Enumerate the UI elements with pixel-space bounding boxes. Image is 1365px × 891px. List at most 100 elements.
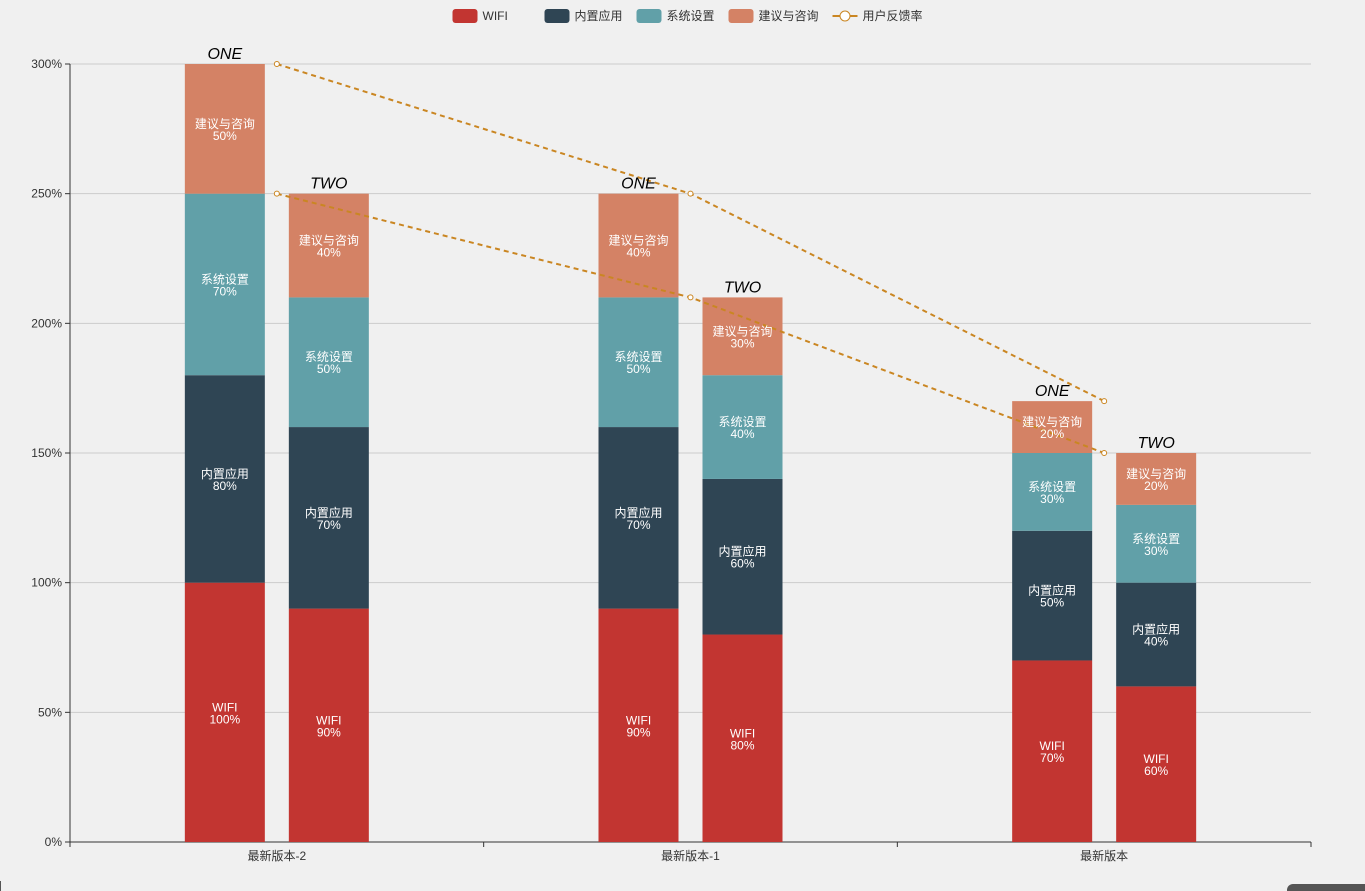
scrollbar-mark: [0, 881, 1, 891]
bar-segment[interactable]: [1116, 686, 1197, 842]
bar-segment[interactable]: [598, 297, 679, 428]
segment-label-value: 90%: [626, 725, 650, 739]
segment-label-name: 建议与咨询: [1126, 466, 1186, 481]
segment-label-value: 80%: [213, 479, 237, 493]
y-tick-label: 250%: [31, 187, 62, 201]
legend-label: WIFI: [483, 9, 508, 23]
segment-label-value: 80%: [730, 738, 754, 752]
feedback-rate-lines: [273, 61, 1108, 456]
feedback-point[interactable]: [1101, 398, 1108, 405]
bar-segment[interactable]: [702, 375, 783, 479]
bar-segment[interactable]: [288, 193, 369, 298]
feedback-point[interactable]: [1101, 450, 1108, 456]
bar-segment[interactable]: [184, 375, 265, 583]
y-tick-label: 50%: [38, 705, 62, 719]
y-tick-label: 200%: [31, 316, 62, 330]
bar-segment[interactable]: [184, 193, 265, 376]
bar-segment[interactable]: [598, 427, 679, 609]
segment-label-value: 40%: [626, 246, 650, 260]
segment-label-name: WIFI: [316, 713, 341, 727]
x-tick-label: 最新版本: [1080, 848, 1128, 863]
segment-label-name: 系统设置: [718, 415, 766, 429]
legend-swatch-icon: [728, 9, 754, 23]
segment-label-value: 20%: [1040, 427, 1064, 441]
segment-label-value: 50%: [213, 129, 237, 143]
segment-label-name: 建议与咨询: [712, 323, 772, 338]
segment-label-value: 50%: [626, 362, 650, 376]
segment-label-value: 30%: [1144, 544, 1168, 558]
legend-item[interactable]: 内置应用: [544, 8, 623, 23]
segment-label-name: 内置应用: [1028, 583, 1076, 598]
bar-segment[interactable]: [598, 193, 679, 298]
segment-label-value: 50%: [1040, 596, 1064, 610]
segment-label-value: 40%: [730, 427, 754, 441]
legend-label: 用户反馈率: [863, 8, 923, 23]
segment-label-name: WIFI: [626, 713, 651, 727]
segment-label-name: 内置应用: [305, 505, 353, 520]
bar-segment[interactable]: [184, 582, 265, 842]
corner-tab[interactable]: [1287, 884, 1365, 891]
legend-swatch-icon: [544, 9, 570, 23]
bar-segment[interactable]: [1012, 453, 1093, 531]
bar-segment[interactable]: [598, 608, 679, 842]
x-tick-label: 最新版本-1: [661, 848, 720, 863]
segment-label-name: 内置应用: [614, 505, 662, 520]
bar-segment[interactable]: [1012, 530, 1093, 661]
feedback-line[interactable]: [276, 63, 1105, 402]
segment-label-value: 70%: [1040, 751, 1064, 765]
legend-item[interactable]: 系统设置: [636, 9, 715, 23]
stack-label: TWO: [310, 176, 347, 193]
legend-swatch-icon: [636, 9, 662, 23]
segment-label-name: 建议与咨询: [299, 233, 359, 248]
bar-segment[interactable]: [288, 608, 369, 842]
feedback-point[interactable]: [687, 294, 694, 301]
segment-label-name: 内置应用: [718, 544, 766, 559]
bar-segment[interactable]: [184, 64, 265, 194]
segment-label-name: 系统设置: [1132, 532, 1180, 546]
y-tick-label: 100%: [31, 576, 62, 590]
bar-segment[interactable]: [288, 427, 369, 609]
segment-label-name: 系统设置: [201, 272, 249, 286]
bar-segment[interactable]: [1012, 660, 1093, 842]
stack-label: ONE: [621, 176, 656, 193]
segment-label-value: 20%: [1144, 479, 1168, 493]
y-tick-label: 300%: [31, 57, 62, 71]
segment-label-name: 建议与咨询: [1022, 414, 1082, 429]
legend-swatch-icon: [452, 9, 478, 23]
bar-segment[interactable]: [288, 297, 369, 428]
stack-label: ONE: [1035, 383, 1070, 400]
bar-segment[interactable]: [1116, 582, 1197, 687]
segment-label-name: WIFI: [730, 726, 755, 740]
bar-segment[interactable]: [1116, 504, 1197, 583]
segment-label-name: 系统设置: [305, 350, 353, 364]
feedback-point[interactable]: [687, 190, 694, 197]
legend-label: 系统设置: [667, 9, 715, 23]
segment-label-name: 内置应用: [201, 466, 249, 481]
bar-segments: [184, 64, 1197, 842]
segment-label-value: 40%: [1144, 635, 1168, 649]
segment-label-value: 30%: [730, 336, 754, 350]
bar-segment[interactable]: [702, 634, 783, 842]
x-tick-label: 最新版本-2: [247, 848, 306, 863]
segment-label-name: WIFI: [212, 700, 237, 714]
segment-label-name: WIFI: [1144, 752, 1169, 766]
legend-item[interactable]: 用户反馈率: [832, 8, 923, 23]
bar-segment[interactable]: [1116, 453, 1197, 505]
segment-label-name: 建议与咨询: [608, 233, 668, 248]
chart-legend[interactable]: WIFI 内置应用 系统设置 建议与咨询 用户反馈率: [452, 8, 923, 23]
legend-item[interactable]: 建议与咨询: [728, 8, 819, 23]
segment-label-value: 50%: [317, 362, 341, 376]
segment-label-name: 系统设置: [1028, 480, 1076, 494]
feedback-point[interactable]: [273, 61, 280, 67]
segment-label-name: 建议与咨询: [195, 116, 255, 131]
segment-label-value: 30%: [1040, 492, 1064, 506]
stack-label: TWO: [724, 279, 761, 296]
segment-label-value: 70%: [317, 518, 341, 532]
bar-segment[interactable]: [702, 297, 783, 376]
segment-label-value: 70%: [626, 518, 650, 532]
segment-label-name: 系统设置: [614, 350, 662, 364]
bar-segment[interactable]: [702, 478, 783, 635]
feedback-point[interactable]: [273, 190, 280, 197]
legend-item[interactable]: WIFI: [452, 9, 508, 23]
